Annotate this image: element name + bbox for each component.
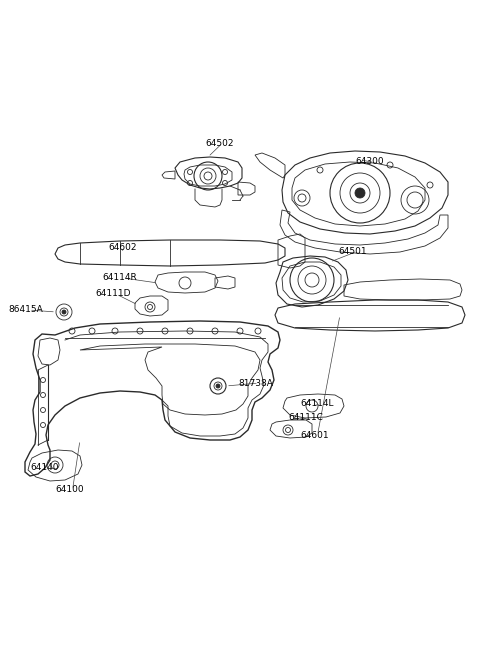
Text: 64111D: 64111D <box>95 289 131 298</box>
Text: 64100: 64100 <box>55 485 84 495</box>
Circle shape <box>355 188 365 198</box>
Text: 64114R: 64114R <box>102 274 137 283</box>
Text: 64502: 64502 <box>205 138 233 148</box>
Circle shape <box>62 310 66 314</box>
Text: 64111C: 64111C <box>288 413 323 422</box>
Text: 64140: 64140 <box>30 464 59 472</box>
Circle shape <box>216 384 220 388</box>
Text: 64601: 64601 <box>300 430 329 440</box>
Text: 64501: 64501 <box>338 247 367 256</box>
Text: 86415A: 86415A <box>8 306 43 314</box>
Text: 64114L: 64114L <box>300 400 334 409</box>
Text: 81738A: 81738A <box>238 379 273 388</box>
Text: 64602: 64602 <box>108 243 136 253</box>
Text: 64300: 64300 <box>355 157 384 167</box>
